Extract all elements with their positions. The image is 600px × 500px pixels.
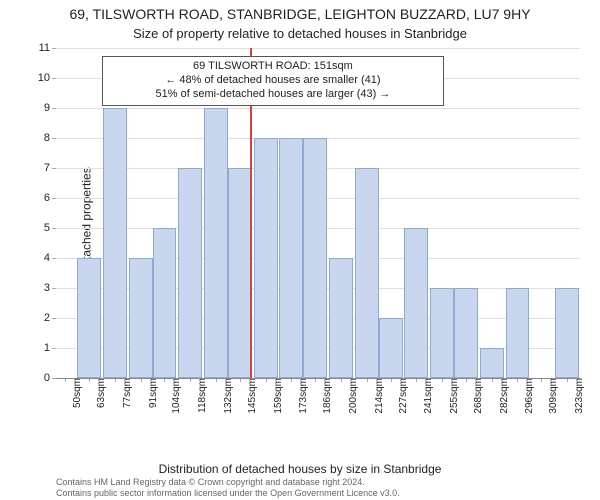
bar: [430, 288, 454, 378]
x-tick-label: 268sqm: [470, 378, 484, 414]
x-tick-label: 241sqm: [420, 378, 434, 414]
x-tick-label: 145sqm: [244, 378, 258, 414]
y-tick-mark: [52, 348, 56, 349]
bar: [303, 138, 327, 378]
x-tick-label: 282sqm: [496, 378, 510, 414]
x-tick-mark: [391, 378, 392, 382]
annotation-box: 69 TILSWORTH ROAD: 151sqm ← 48% of detac…: [102, 56, 444, 105]
bar: [355, 168, 379, 378]
x-tick-mark: [65, 378, 66, 382]
x-tick-label: 186sqm: [319, 378, 333, 414]
x-tick-label: 255sqm: [446, 378, 460, 414]
gridline: [56, 48, 580, 49]
x-tick-mark: [466, 378, 467, 382]
bar: [279, 138, 303, 378]
y-tick-mark: [52, 78, 56, 79]
x-tick-mark: [442, 378, 443, 382]
x-tick-mark: [567, 378, 568, 382]
bar: [129, 258, 153, 378]
chart-title: 69, TILSWORTH ROAD, STANBRIDGE, LEIGHTON…: [0, 6, 600, 22]
x-tick-mark: [164, 378, 165, 382]
y-tick-mark: [52, 48, 56, 49]
x-tick-mark: [89, 378, 90, 382]
x-tick-mark: [190, 378, 191, 382]
bar: [178, 168, 202, 378]
bar: [480, 348, 504, 378]
y-tick-mark: [52, 108, 56, 109]
x-tick-mark: [240, 378, 241, 382]
y-tick-mark: [52, 288, 56, 289]
x-tick-label: 91sqm: [145, 378, 159, 408]
y-tick-mark: [52, 168, 56, 169]
x-tick-mark: [367, 378, 368, 382]
x-tick-mark: [291, 378, 292, 382]
footnote: Contains HM Land Registry data © Crown c…: [56, 477, 590, 498]
x-tick-label: 77sqm: [119, 378, 133, 408]
bar: [254, 138, 278, 378]
bar: [379, 318, 403, 378]
chart-container: 69, TILSWORTH ROAD, STANBRIDGE, LEIGHTON…: [0, 0, 600, 500]
bar: [329, 258, 353, 378]
x-tick-label: 132sqm: [220, 378, 234, 414]
chart-subtitle: Size of property relative to detached ho…: [0, 26, 600, 41]
bar: [555, 288, 579, 378]
x-tick-mark: [341, 378, 342, 382]
y-tick-mark: [52, 318, 56, 319]
y-tick-mark: [52, 138, 56, 139]
x-tick-label: 323sqm: [571, 378, 585, 414]
x-tick-label: 214sqm: [371, 378, 385, 414]
y-tick-mark: [52, 228, 56, 229]
bar: [228, 168, 252, 378]
x-tick-label: 118sqm: [194, 378, 208, 413]
bar: [103, 108, 127, 378]
bar: [454, 288, 478, 378]
x-tick-mark: [492, 378, 493, 382]
x-tick-label: 309sqm: [545, 378, 559, 414]
bar: [77, 258, 101, 378]
y-tick-mark: [52, 258, 56, 259]
gridline: [56, 108, 580, 109]
bar: [153, 228, 177, 378]
x-tick-label: 50sqm: [69, 378, 83, 408]
bar: [404, 228, 428, 378]
y-tick-mark: [52, 198, 56, 199]
x-tick-mark: [416, 378, 417, 382]
annotation-line-1: 69 TILSWORTH ROAD: 151sqm: [109, 60, 437, 74]
x-tick-mark: [266, 378, 267, 382]
x-axis-line: [56, 378, 580, 379]
x-tick-mark: [541, 378, 542, 382]
x-tick-mark: [517, 378, 518, 382]
x-tick-mark: [216, 378, 217, 382]
x-axis-label: Distribution of detached houses by size …: [0, 462, 600, 476]
annotation-line-2: ← 48% of detached houses are smaller (41…: [109, 74, 437, 88]
x-tick-mark: [141, 378, 142, 382]
x-tick-label: 227sqm: [395, 378, 409, 414]
x-tick-mark: [315, 378, 316, 382]
bar: [506, 288, 530, 378]
x-tick-label: 159sqm: [270, 378, 284, 414]
plot-area: 0123456789101150sqm63sqm77sqm91sqm104sqm…: [56, 48, 580, 378]
x-tick-label: 296sqm: [521, 378, 535, 414]
x-tick-label: 104sqm: [168, 378, 182, 414]
x-tick-label: 200sqm: [345, 378, 359, 414]
x-tick-label: 173sqm: [295, 378, 309, 414]
footnote-line-2: Contains public sector information licen…: [56, 488, 590, 498]
footnote-line-1: Contains HM Land Registry data © Crown c…: [56, 477, 590, 487]
x-tick-label: 63sqm: [93, 378, 107, 408]
x-tick-mark: [115, 378, 116, 382]
annotation-line-3: 51% of semi-detached houses are larger (…: [109, 88, 437, 102]
bar: [204, 108, 228, 378]
